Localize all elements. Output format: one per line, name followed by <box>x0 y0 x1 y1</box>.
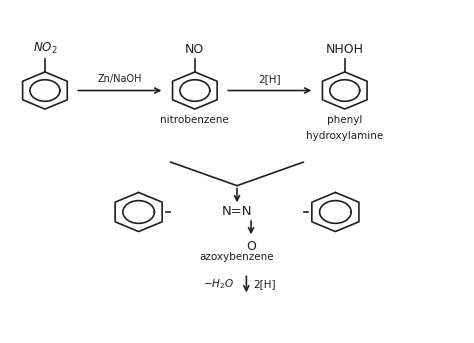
Text: 2[H]: 2[H] <box>254 280 276 289</box>
Text: $-H_2O$: $-H_2O$ <box>203 277 235 291</box>
Text: nitrobenzene: nitrobenzene <box>161 115 229 125</box>
Text: NO: NO <box>185 43 204 56</box>
Text: O: O <box>246 240 256 253</box>
Text: phenyl: phenyl <box>327 115 363 125</box>
Text: $NO_2$: $NO_2$ <box>33 41 57 56</box>
Text: hydroxylamine: hydroxylamine <box>306 131 383 141</box>
Text: 2[H]: 2[H] <box>258 74 281 84</box>
Text: N=N: N=N <box>222 205 252 218</box>
Text: azoxybenzene: azoxybenzene <box>200 252 274 262</box>
Text: Zn/NaOH: Zn/NaOH <box>98 74 142 84</box>
Text: NHOH: NHOH <box>326 43 364 56</box>
